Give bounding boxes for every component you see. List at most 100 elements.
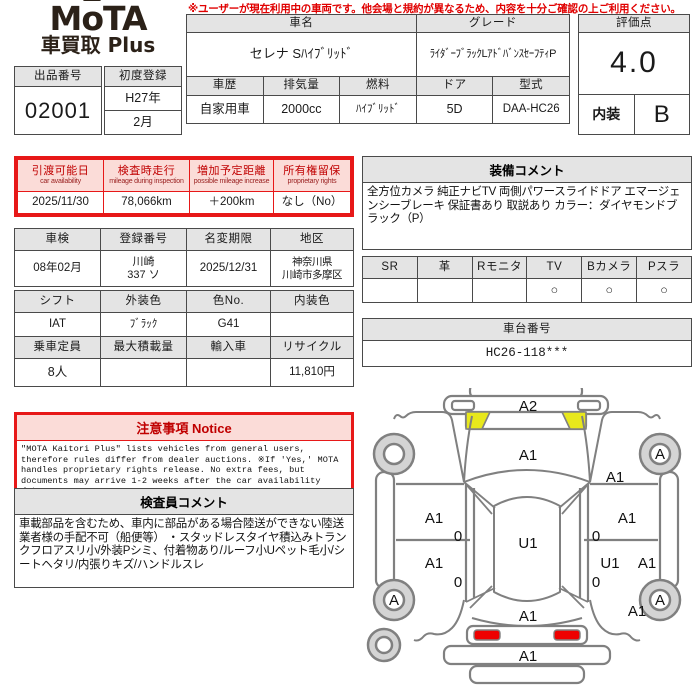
diagram-mark-front-right-fender: A1 (606, 469, 624, 486)
plate-number-value: 川崎 337 ソ (100, 250, 187, 287)
windshield (463, 469, 591, 483)
evaluation-label: 評価点 (578, 14, 690, 33)
import-value (186, 358, 271, 387)
pillar-right-rear (558, 585, 589, 609)
first-registration-year: H27年 (104, 86, 182, 111)
inspector-comment-body: 車載部品を含むため、車内に部品がある場合陸送ができない陸送業者様の手配不可（船便… (19, 518, 347, 571)
pillar-left-front (463, 481, 496, 515)
mileage-label-en: mileage during inspection (109, 177, 184, 185)
max-load-label: 最大積載量 (100, 336, 187, 359)
fuel-value: ﾊｲﾌﾞﾘｯﾄﾞ (339, 95, 417, 124)
front-right-light (576, 399, 602, 412)
shift-value: IAT (14, 312, 101, 337)
wheel-mark-rear-right: A (655, 592, 665, 609)
diagram-mark-left-rear-pillar-zero: 0 (454, 574, 462, 591)
shaken-label: 車検 (14, 228, 101, 251)
availability-label-en: car availability (40, 177, 81, 185)
shift-color-table: シフト 外装色 色No. 内装色 IAT ﾌﾞﾗｯｸ G41 乗車定員 最大積載… (14, 290, 354, 387)
mileage-value: 78,066km (103, 190, 190, 215)
door-label: ドア (415, 76, 494, 96)
option-label-sr: SR (362, 256, 418, 279)
option-mark-pslide: ○ (636, 278, 692, 303)
rear-right-light (553, 629, 581, 641)
header-warning-text: ※ユーザーが現在利用中の車両です。他会場と規約が異なるため、内容を十分ご確認の上… (188, 3, 681, 15)
rear-bumper-bar (442, 644, 612, 666)
wheel-rear-right (638, 578, 682, 622)
front-left-light (450, 399, 476, 412)
car-damage-diagram: A A A A2 A1 A1 A1 A1 A1 U1 A1 U1 A1 A1 A… (362, 382, 692, 694)
diagram-mark-roof: A2 (519, 398, 537, 415)
pillar-right-front (558, 481, 591, 515)
hood-left-line (463, 415, 473, 483)
evaluation-value: 4.0 (578, 32, 690, 95)
evaluation-score-table: 評価点 4.0 内装 B (578, 14, 690, 135)
diagram-mark-left-front-pillar-zero: 0 (454, 528, 462, 545)
availability-value: 2025/11/30 (17, 190, 104, 215)
model-label: 型式 (492, 76, 570, 96)
equipment-comment-body: 全方位カメラ 純正ナビTV 両側パワースライドドア エマージェンシーブレーキ 保… (367, 186, 681, 225)
lot-number-value: 02001 (14, 86, 102, 135)
first-registration-month: 2月 (104, 110, 182, 135)
diagram-mark-cabin-roof: U1 (518, 535, 537, 552)
wheel-mark-front-right: A (655, 446, 665, 463)
proprietary-rights-value: なし（No） (273, 190, 351, 215)
lot-number-label: 出品番号 (14, 66, 102, 87)
option-label-pslide: Pスラ (636, 256, 692, 279)
mileage-increase-label-jp: 増加予定距離 (197, 165, 266, 178)
interior-grade-label: 内装 (578, 94, 635, 135)
district-value: 神奈川県 川崎市多摩区 (270, 250, 354, 287)
body-left-lower (413, 599, 465, 642)
equipment-comment-title: 装備コメント (363, 157, 691, 183)
diagram-mark-trunk: A1 (519, 608, 537, 625)
mileage-increase-value: ＋200km (189, 190, 274, 215)
rear-left-light (473, 629, 501, 641)
fuel-label: 燃料 (339, 76, 417, 96)
capacity-value: 8人 (14, 358, 101, 387)
exterior-color-label: 外装色 (100, 290, 187, 313)
wheel-front-right (638, 432, 682, 476)
wheel-mark-rear-left: A (389, 592, 399, 609)
diagram-mark-rear-bumper: A1 (519, 648, 537, 665)
grade-label: グレード (415, 14, 571, 33)
vin-value: HC26-118*** (362, 340, 692, 367)
body-left-outline (393, 411, 465, 483)
color-no-label: 色No. (186, 290, 271, 313)
car-spec-table: 車名 グレード セレナ Sﾊｲﾌﾞﾘｯﾄﾞ ﾗｲﾀﾞｰﾌﾞﾗｯｸLｱﾄﾞﾊﾞﾝｽ… (186, 14, 571, 124)
equipment-comment-box: 装備コメント 全方位カメラ 純正ナビTV 両側パワースライドドア エマージェンシ… (362, 156, 692, 250)
car-name-label: 車名 (186, 14, 417, 33)
logo-line1: MoTA (49, 0, 147, 38)
options-table: SR 革 Rモニタ TV Bカメラ Pスラ ○ ○ ○ (362, 256, 692, 303)
body-right-lower (589, 599, 641, 642)
name-change-deadline-label: 名変期限 (186, 228, 271, 251)
option-label-leather: 革 (416, 256, 473, 279)
diagram-mark-right-rear-door: A1 (638, 555, 656, 572)
vin-table: 車台番号 HC26-118*** (362, 318, 692, 367)
door-value: 5D (415, 95, 494, 124)
shift-label: シフト (14, 290, 101, 313)
diagram-mark-right-front-pillar-zero: 0 (592, 528, 600, 545)
displacement-label: 排気量 (262, 76, 341, 96)
capacity-label: 乗車定員 (14, 336, 101, 359)
spare-wheel (366, 627, 402, 663)
pillar-left-rear (465, 585, 496, 609)
wheel-front-left (372, 432, 416, 476)
option-label-bcamera: Bカメラ (581, 256, 638, 279)
lot-number-table: 出品番号 02001 (14, 66, 102, 135)
cabin-roof-shape (493, 496, 561, 602)
availability-label-jp: 引渡可能日 (31, 165, 90, 178)
mota-logo: MoTA 車買取 Plus (14, 0, 182, 60)
proprietary-rights-label-en: proprietary rights (287, 177, 337, 185)
interior-color-label: 内装色 (270, 290, 354, 313)
body-right-outline (589, 411, 661, 483)
diagram-mark-right-front-door: A1 (618, 510, 636, 527)
car-diagram-svg: A A A A2 A1 A1 A1 A1 A1 U1 A1 U1 A1 A1 A… (366, 382, 682, 685)
rear-lower-bar (468, 664, 586, 685)
recycle-value: 11,810円 (270, 358, 354, 387)
first-registration-table: 初度登録 H27年 2月 (104, 66, 182, 135)
diagram-mark-right-rear-door-u: U1 (600, 555, 619, 572)
car-history-value: 自家用車 (186, 95, 264, 124)
model-value: DAA-HC26 (492, 95, 570, 124)
shaken-value: 08年02月 (14, 250, 101, 287)
shaken-table: 車検 登録番号 名変期限 地区 08年02月 川崎 337 ソ 2025/12/… (14, 228, 354, 287)
